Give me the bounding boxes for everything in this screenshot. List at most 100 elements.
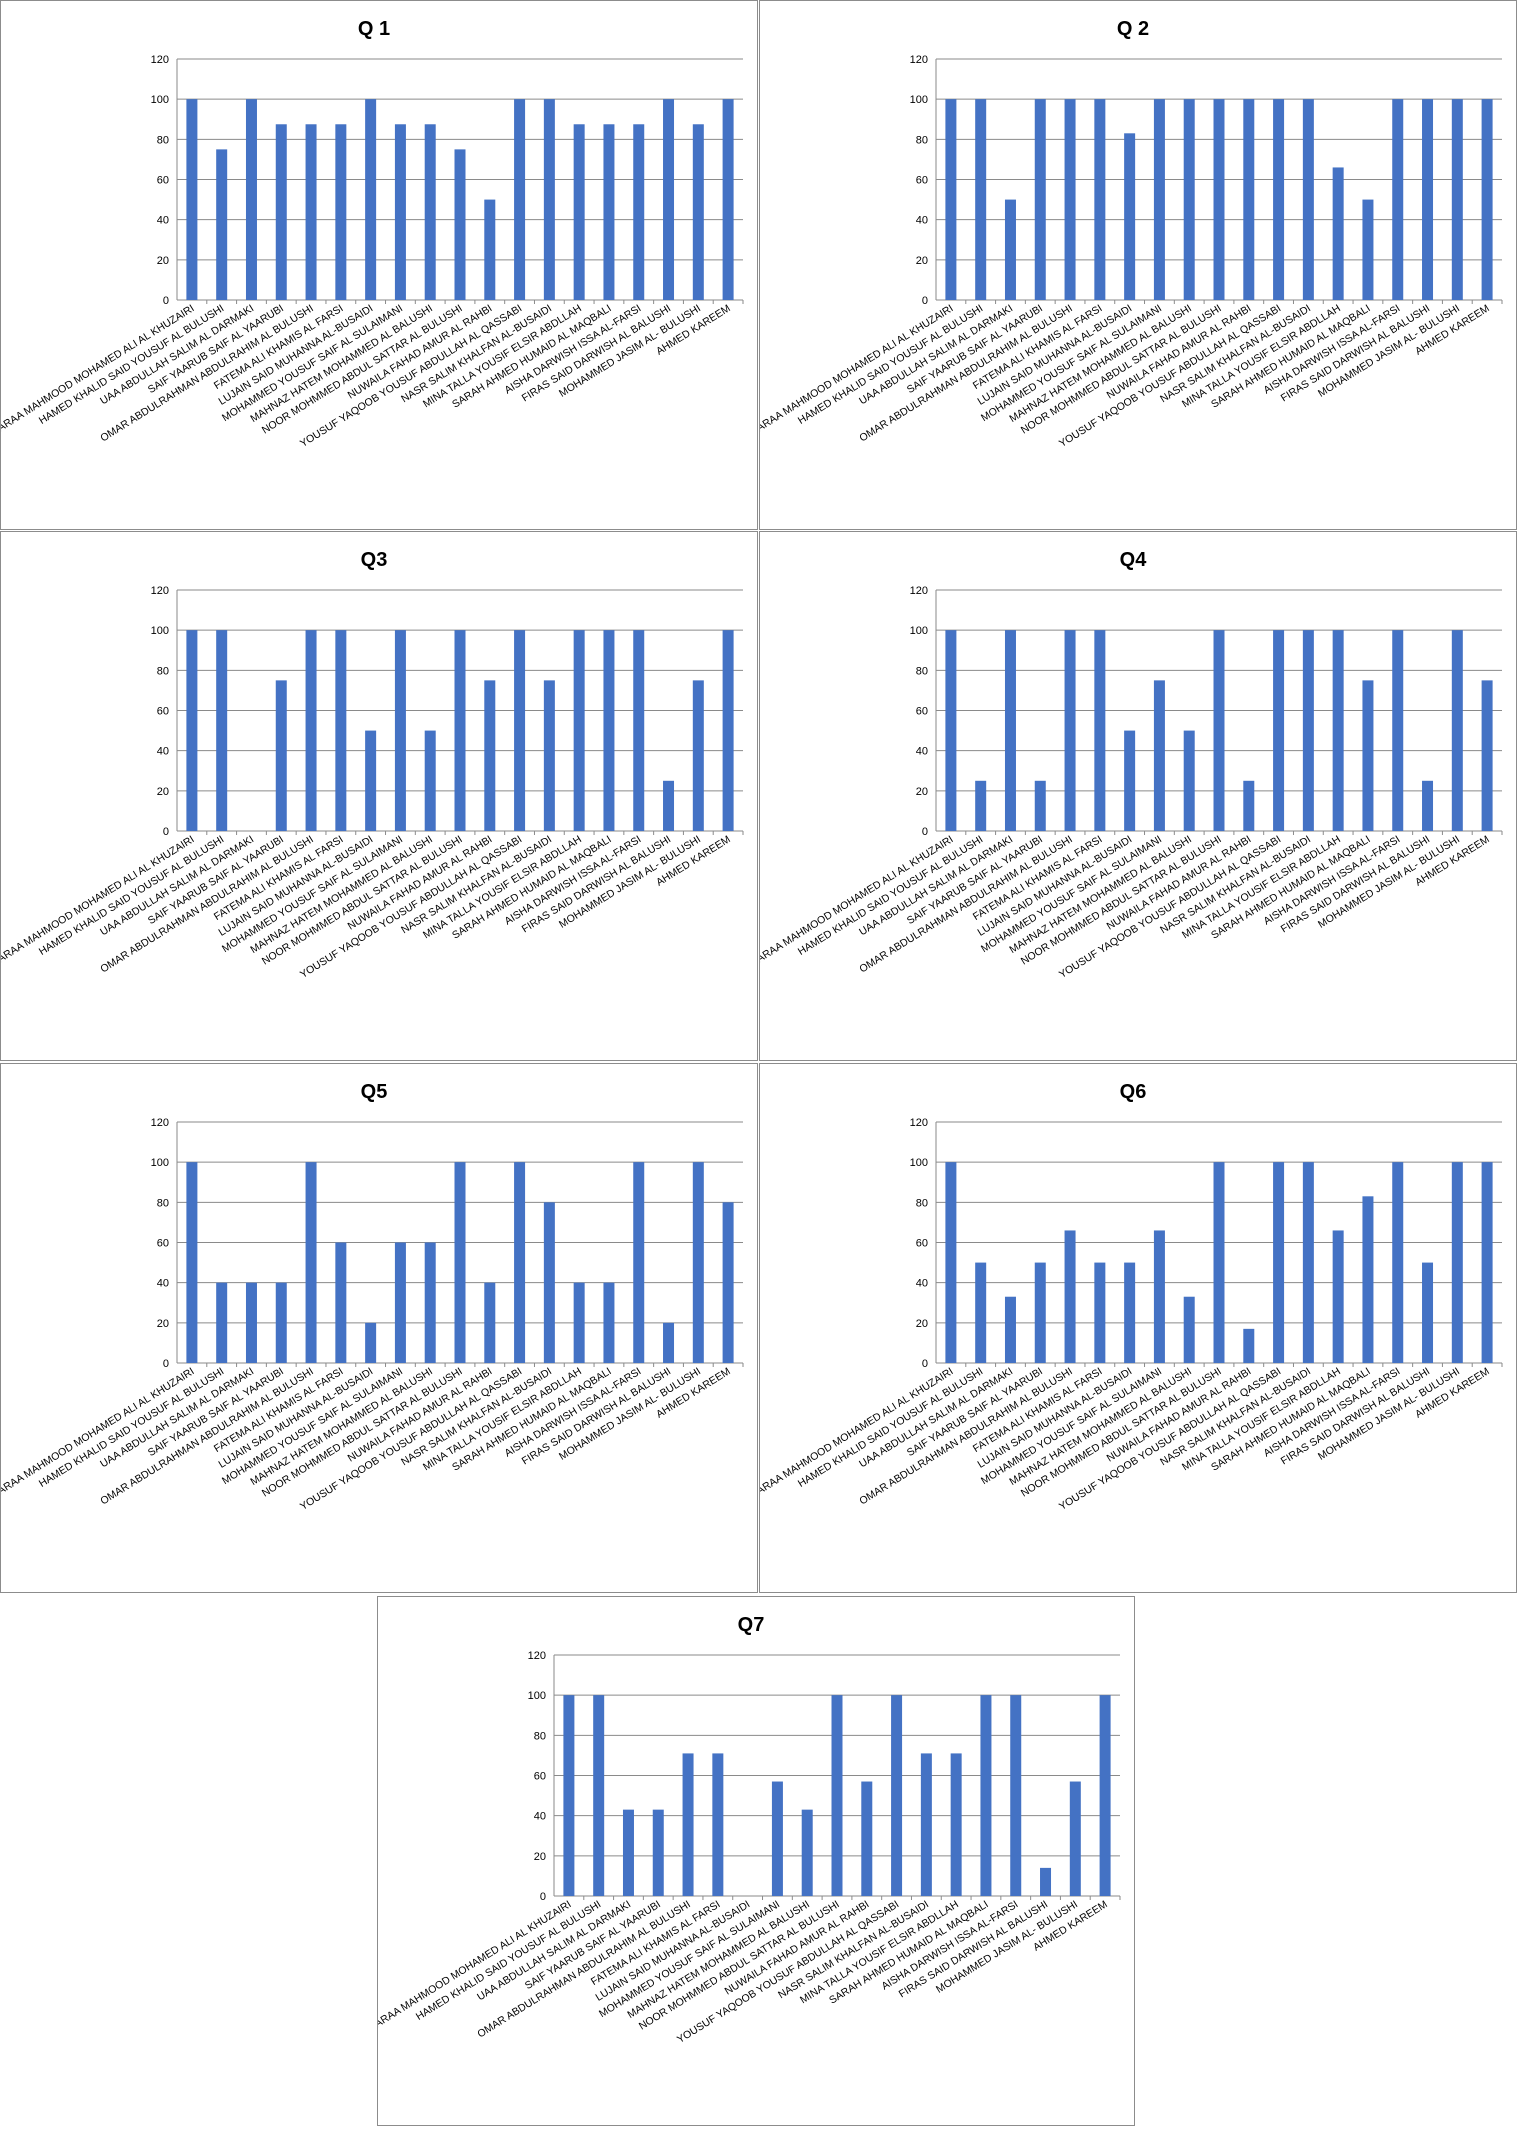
bar (454, 630, 466, 831)
chart-svg: Q6 0 20 40 60 80 100 120 BARAA MAHMOOD MOHAMED A… (760, 1081, 1503, 1513)
y-tick-label: 60 (916, 706, 928, 718)
bar (1273, 630, 1285, 831)
y-tick-label: 80 (534, 1730, 546, 1742)
bar (1332, 1230, 1344, 1363)
y-tick-label: 0 (922, 826, 928, 838)
chart-panel-q1: Q 1 0 20 40 60 80 100 120 BARAA MAHMOOD MOHAMED … (0, 0, 758, 530)
bar (975, 1262, 987, 1363)
x-category-label: BARAA MAHMOOD MOHAMED ALI AL KHUZAIRI (760, 833, 955, 969)
bar (1302, 99, 1314, 301)
bar (365, 730, 377, 831)
bar (1010, 1695, 1022, 1896)
bar (1094, 630, 1106, 831)
y-tick-label: 40 (916, 1278, 928, 1290)
y-tick-label: 40 (157, 1278, 169, 1290)
y-tick-label: 60 (534, 1771, 546, 1783)
y-tick-label: 60 (916, 1238, 928, 1250)
x-category-label: BARAA MAHMOOD MOHAMED ALI AL KHUZAIRI (760, 302, 955, 438)
bar (1064, 630, 1076, 831)
bar (1064, 99, 1076, 301)
chart-title: Q4 (1120, 549, 1148, 571)
y-tick-label: 120 (910, 1117, 928, 1129)
bar (1124, 1262, 1136, 1363)
bar (454, 1162, 466, 1363)
bar (722, 630, 734, 831)
bar (1153, 680, 1165, 831)
bar (603, 1282, 615, 1363)
chart-svg: Q3 0 20 40 60 80 100 120 BARAA MAHMOOD MOHAMED A… (1, 549, 744, 981)
bar (1451, 630, 1463, 831)
bar (245, 1282, 257, 1363)
y-tick-label: 120 (151, 54, 169, 66)
chart-panel-q5: Q5 0 20 40 60 80 100 120 BARAA MAHMOOD MOHAMED A… (0, 1063, 758, 1593)
bar (186, 630, 198, 831)
bar (275, 124, 287, 300)
bar (593, 1695, 605, 1896)
bar (692, 680, 704, 831)
bar (652, 1809, 664, 1896)
bar (861, 1781, 873, 1896)
bar (543, 1202, 555, 1363)
y-tick-label: 40 (916, 746, 928, 758)
bar (1362, 680, 1374, 831)
bar (712, 1753, 724, 1896)
bar (1099, 1695, 1111, 1896)
y-tick-label: 100 (910, 94, 928, 106)
bar (1213, 1162, 1225, 1363)
y-tick-label: 120 (910, 585, 928, 597)
y-tick-label: 100 (910, 1157, 928, 1169)
bar (216, 149, 228, 300)
bar (275, 680, 287, 831)
bar (1481, 680, 1493, 831)
bar (1451, 99, 1463, 301)
bar (1034, 99, 1046, 301)
bar (394, 1242, 406, 1363)
y-tick-label: 0 (922, 1358, 928, 1370)
bar (1213, 630, 1225, 831)
bar (1034, 780, 1046, 831)
bar (1273, 1162, 1285, 1363)
bar (1040, 1867, 1052, 1896)
bar (692, 1162, 704, 1363)
bar (663, 99, 675, 301)
bar (1034, 1262, 1046, 1363)
y-tick-label: 80 (157, 134, 169, 146)
y-tick-label: 0 (163, 826, 169, 838)
bar (663, 780, 675, 831)
chart-title: Q5 (361, 1081, 388, 1103)
bar (722, 99, 734, 301)
x-category-label: BARAA MAHMOOD MOHAMED ALI AL KHUZAIRI (760, 1365, 955, 1501)
bar (394, 630, 406, 831)
y-tick-label: 80 (916, 134, 928, 146)
y-tick-label: 100 (151, 94, 169, 106)
y-tick-label: 20 (157, 786, 169, 798)
bar (975, 780, 987, 831)
bar (186, 99, 198, 301)
bar (335, 630, 347, 831)
y-tick-label: 0 (922, 295, 928, 307)
bar (633, 630, 645, 831)
bar (305, 630, 317, 831)
y-tick-label: 60 (157, 706, 169, 718)
bar (1243, 1328, 1255, 1363)
bar (1481, 1162, 1493, 1363)
y-tick-label: 100 (910, 625, 928, 637)
bar (365, 99, 377, 301)
bar (1243, 99, 1255, 301)
bar (1153, 99, 1165, 301)
y-tick-label: 40 (157, 746, 169, 758)
bar (1332, 630, 1344, 831)
bar (722, 1202, 734, 1363)
bar (514, 1162, 526, 1363)
y-tick-label: 100 (151, 1157, 169, 1169)
bar (663, 1322, 675, 1363)
bar (1153, 1230, 1165, 1363)
y-tick-label: 20 (157, 255, 169, 267)
bar (424, 124, 436, 300)
y-tick-label: 120 (910, 54, 928, 66)
bar (335, 1242, 347, 1363)
y-tick-label: 80 (916, 1197, 928, 1209)
y-tick-label: 60 (157, 175, 169, 187)
bar (424, 730, 436, 831)
x-category-label: BARAA MAHMOOD MOHAMED ALI AL KHUZAIRI (1, 1365, 196, 1501)
